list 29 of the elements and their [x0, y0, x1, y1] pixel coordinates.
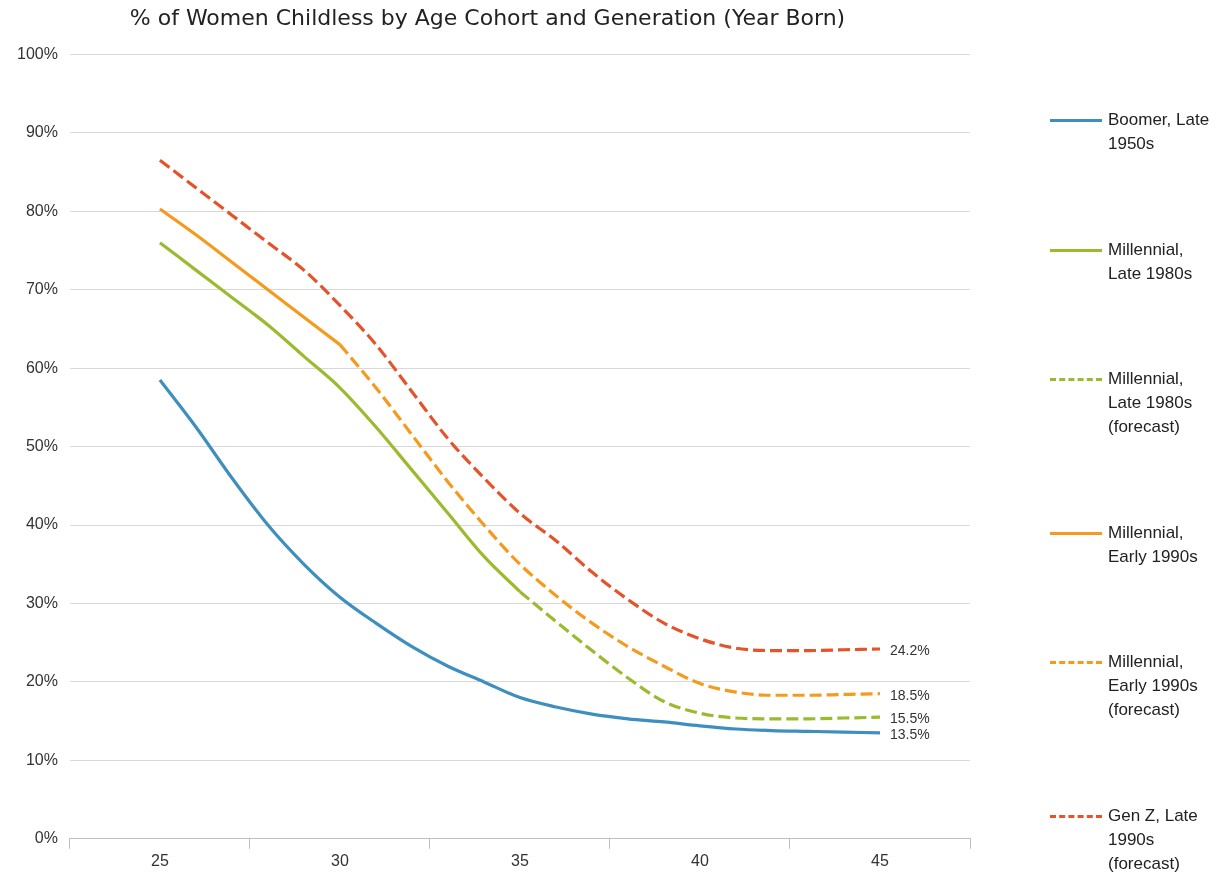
- x-tick-label: 40: [691, 851, 709, 869]
- legend-label: Millennial, Early 1990s: [1108, 521, 1199, 568]
- line-series: [158, 158, 882, 653]
- legend-label: Gen Z, Late 1990s (forecast): [1108, 804, 1199, 875]
- legend-label: Millennial, Late 1980s (forecast): [1108, 368, 1194, 439]
- data-label: 24.2%: [889, 641, 930, 658]
- y-tick-label: 0%: [34, 829, 58, 847]
- y-tick-label: 40%: [25, 515, 58, 533]
- y-tick-label: 20%: [25, 672, 58, 690]
- data-label: 15.5%: [889, 710, 930, 727]
- y-tick-label: 60%: [25, 358, 58, 376]
- y-tick-label: 50%: [25, 437, 58, 455]
- legend-label: Boomer, Late 1950s: [1108, 109, 1210, 155]
- y-tick-label: 90%: [25, 123, 58, 141]
- x-tick-label: 30: [331, 851, 349, 869]
- legend-label: Millennial, Early 1990s (forecast): [1108, 651, 1199, 722]
- y-tick-label: 70%: [25, 280, 58, 298]
- x-tick-label: 45: [871, 851, 889, 869]
- y-tick-label: 80%: [25, 201, 58, 219]
- data-label: 18.5%: [889, 686, 930, 703]
- line-series: [158, 378, 882, 735]
- y-tick-label: 30%: [25, 593, 58, 611]
- y-tick-label: 100%: [17, 44, 58, 62]
- x-tick-label: 35: [511, 851, 529, 869]
- x-tick-label: 25: [151, 851, 169, 869]
- y-tick-label: 10%: [25, 750, 58, 768]
- chart-title: % of Women Childless by Age Cohort and Generation (Year Born): [129, 4, 846, 30]
- data-label: 13.5%: [889, 725, 930, 742]
- legend-label: Millennial, Late 1980s: [1108, 238, 1194, 285]
